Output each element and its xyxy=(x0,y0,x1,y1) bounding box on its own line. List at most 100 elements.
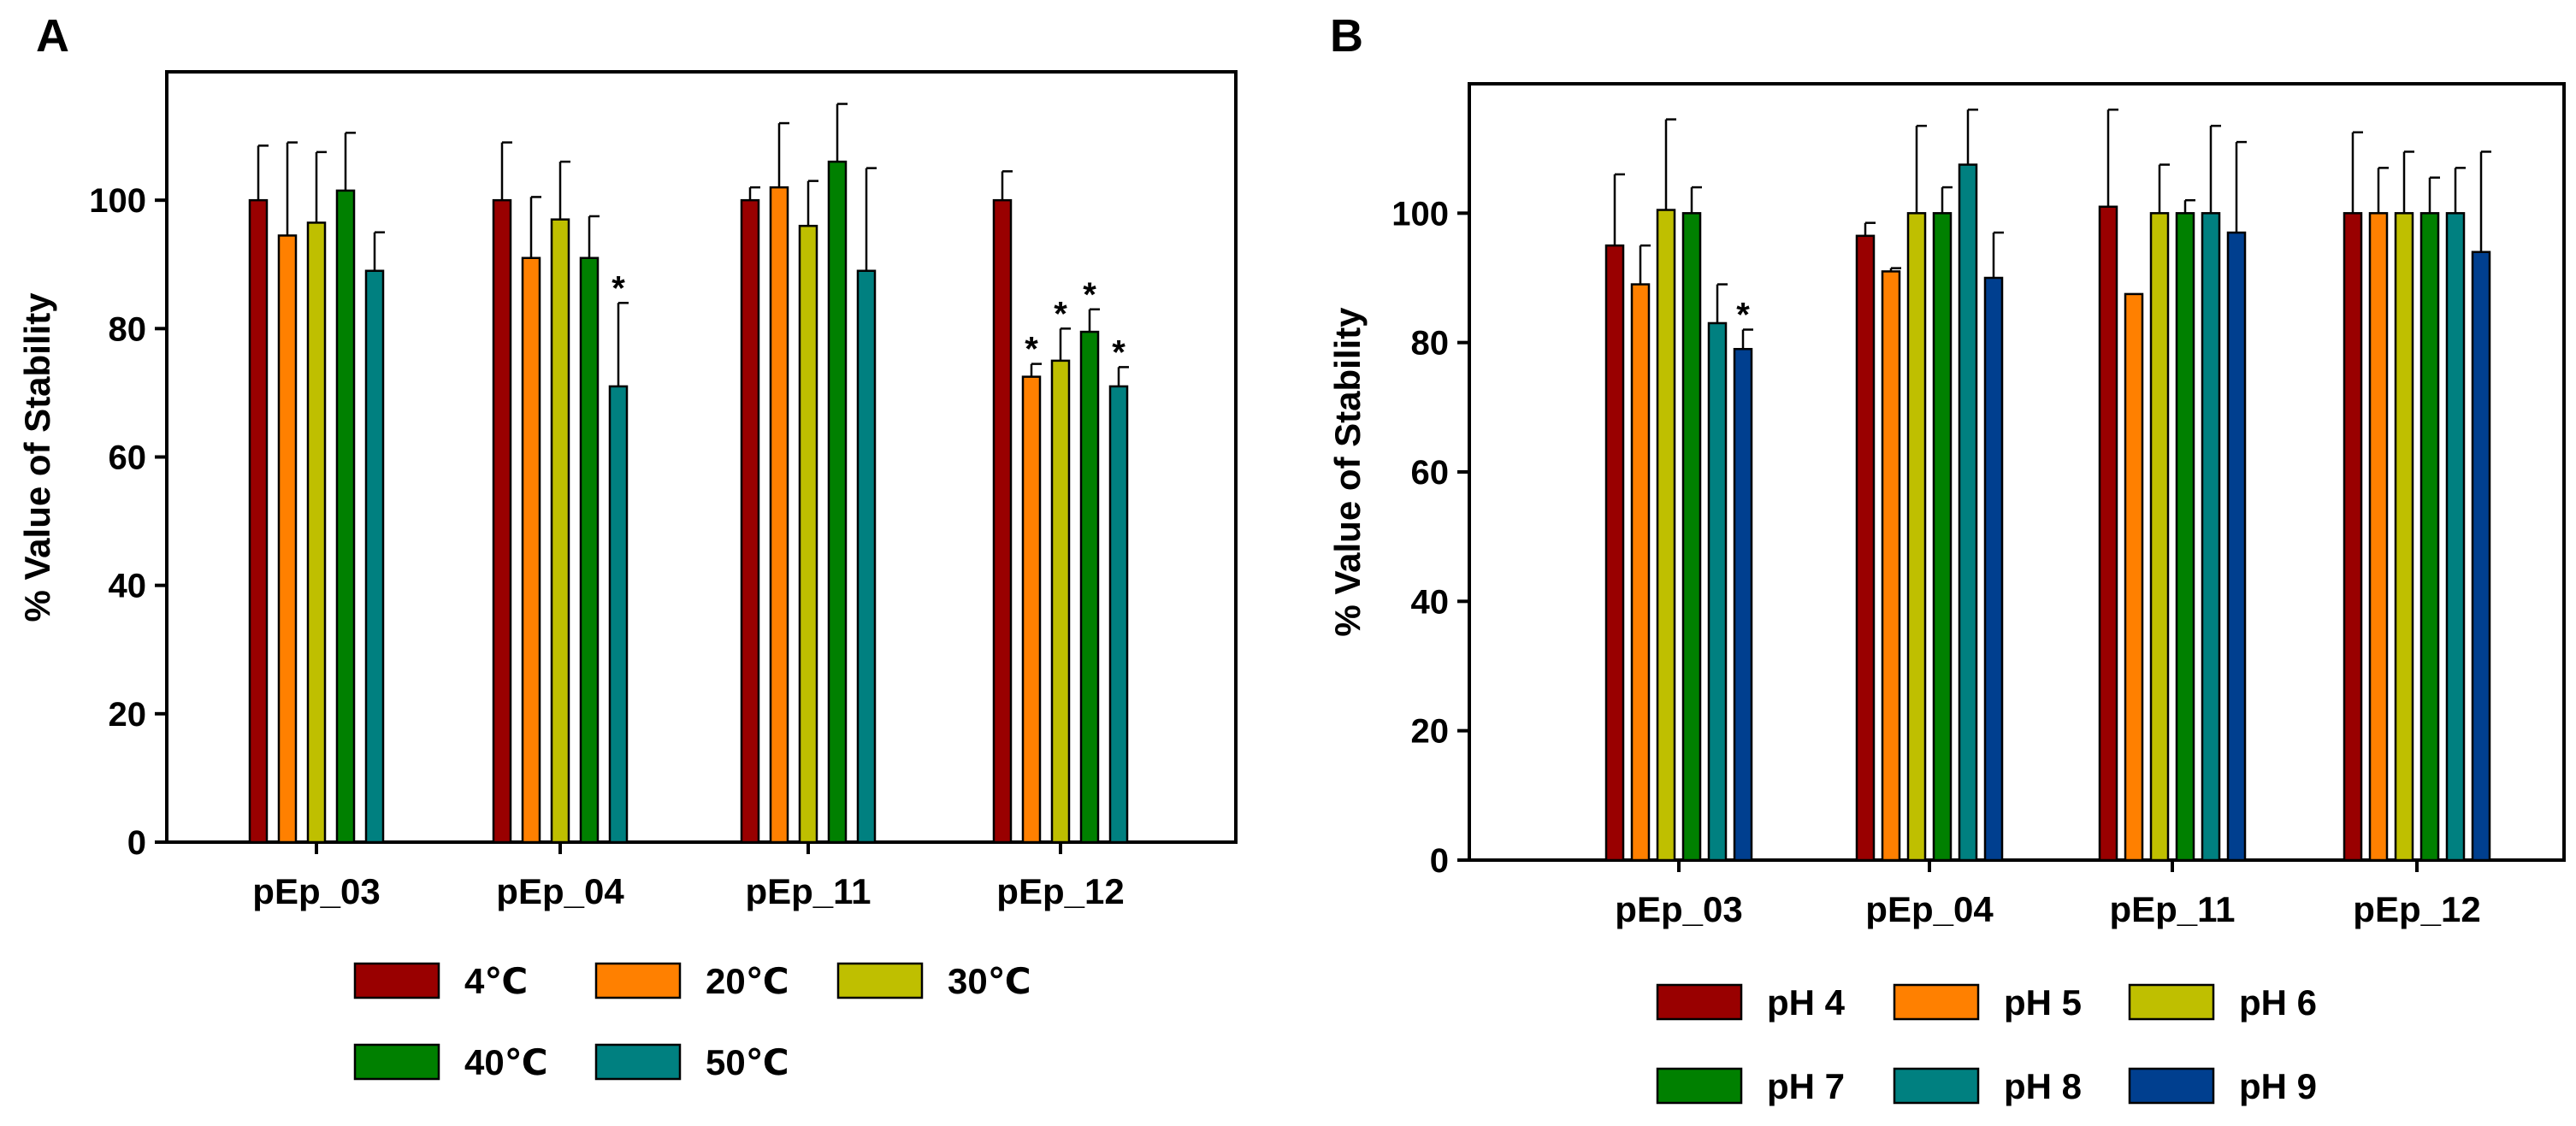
bar xyxy=(827,160,848,844)
bar xyxy=(1906,212,1927,862)
significance-star: * xyxy=(1025,331,1038,368)
legend-label: pH 7 xyxy=(1767,1066,1845,1106)
bar xyxy=(2368,212,2389,862)
legend-label: 30℃ xyxy=(948,961,1031,1001)
bar xyxy=(740,198,760,844)
bar xyxy=(1958,163,1978,862)
significance-star: * xyxy=(612,269,625,307)
bar xyxy=(2098,205,2118,862)
bar xyxy=(1881,270,1901,862)
panel-letter: B xyxy=(1330,10,1363,62)
bar xyxy=(335,189,356,844)
y-tick-label: 0 xyxy=(127,824,146,862)
chart-panel-a: 0 20 40 60 80 100 % Value of Stability pEp_03 pE… xyxy=(17,70,1238,1082)
x-category-label: pEp_04 xyxy=(496,871,624,911)
bar xyxy=(364,269,385,844)
bar xyxy=(2343,212,2363,862)
y-axis-label: % Value of Stability xyxy=(17,292,57,622)
bar xyxy=(550,218,570,844)
y-tick-label: 80 xyxy=(1411,325,1450,363)
bar xyxy=(2471,251,2491,862)
y-tick-label: 60 xyxy=(1411,454,1450,492)
bar xyxy=(306,221,327,844)
bar xyxy=(2175,212,2195,862)
x-category-label: pEp_11 xyxy=(2109,889,2235,929)
legend-label: pH 5 xyxy=(2004,982,2082,1023)
y-tick-label: 20 xyxy=(1411,713,1450,751)
legend-swatch xyxy=(594,1043,682,1081)
bar xyxy=(608,385,629,844)
y-tick-label: 0 xyxy=(1430,842,1449,880)
bar xyxy=(2201,212,2221,862)
bar xyxy=(1733,347,1753,862)
bar xyxy=(1656,209,1676,862)
legend-swatch xyxy=(1656,983,1743,1021)
y-tick-label: 40 xyxy=(1411,583,1450,621)
bar xyxy=(1021,375,1042,844)
bar xyxy=(2445,212,2466,862)
y-tick-label: 60 xyxy=(109,439,147,477)
bar xyxy=(2149,212,2170,862)
legend-label: 4℃ xyxy=(464,961,528,1001)
legend-label: pH 6 xyxy=(2239,982,2317,1023)
bar xyxy=(769,186,789,844)
legend-label: pH 8 xyxy=(2004,1066,2082,1106)
bar xyxy=(1108,385,1129,844)
legend-label: 50℃ xyxy=(706,1042,789,1082)
bar xyxy=(492,198,512,844)
legend-swatch xyxy=(1656,1067,1743,1105)
bar xyxy=(277,234,298,844)
bar xyxy=(2226,231,2247,862)
legend-label: 20℃ xyxy=(706,961,789,1001)
x-category-label: pEp_03 xyxy=(252,871,380,911)
plot-frame xyxy=(165,70,1238,844)
legend-label: pH 4 xyxy=(1767,982,1846,1023)
y-tick-label: 20 xyxy=(109,696,147,734)
bar xyxy=(1079,330,1100,844)
legend-swatch xyxy=(353,1043,440,1081)
bar xyxy=(2419,212,2440,862)
bar xyxy=(992,198,1013,844)
significance-star: * xyxy=(1736,297,1750,334)
legend-swatch xyxy=(353,962,440,999)
bar xyxy=(1050,359,1071,844)
bar xyxy=(856,269,877,844)
bar xyxy=(2124,292,2144,862)
legend-label: 40℃ xyxy=(464,1042,548,1082)
significance-star: * xyxy=(1054,295,1067,333)
x-category-label: pEp_12 xyxy=(2353,889,2480,929)
bar xyxy=(248,198,269,844)
bar xyxy=(798,224,818,844)
bar xyxy=(1604,244,1625,862)
y-tick-label: 40 xyxy=(109,568,147,605)
bar xyxy=(2394,212,2414,862)
legend-label: pH 9 xyxy=(2239,1066,2317,1106)
panel-letter: A xyxy=(36,10,69,62)
legend-swatch xyxy=(836,962,924,999)
legend-swatch xyxy=(2128,1067,2215,1105)
legend-swatch xyxy=(594,962,682,999)
bar xyxy=(521,256,541,844)
significance-star: * xyxy=(1112,333,1126,371)
bar xyxy=(1855,234,1876,862)
significance-star: * xyxy=(1083,276,1096,314)
bar xyxy=(1932,212,1953,862)
y-tick-label: 80 xyxy=(109,310,147,348)
legend-swatch xyxy=(1893,983,1980,1021)
bar xyxy=(1630,283,1651,862)
bar xyxy=(1681,212,1702,862)
legend-swatch xyxy=(1893,1067,1980,1105)
y-tick-label: 100 xyxy=(1391,195,1449,233)
bar xyxy=(1983,276,2004,862)
bar xyxy=(579,256,600,844)
x-category-label: pEp_04 xyxy=(1865,889,1994,929)
legend-swatch xyxy=(2128,983,2215,1021)
bar xyxy=(1707,321,1728,862)
y-axis-label: % Value of Stability xyxy=(1327,307,1368,637)
y-tick-label: 100 xyxy=(89,182,146,220)
x-category-label: pEp_12 xyxy=(996,871,1124,911)
x-category-label: pEp_11 xyxy=(745,871,871,911)
chart-panel-b: 0 20 40 60 80 100 % Value of Stability pEp_03 * p… xyxy=(1327,82,2566,1106)
x-category-label: pEp_03 xyxy=(1615,889,1742,929)
